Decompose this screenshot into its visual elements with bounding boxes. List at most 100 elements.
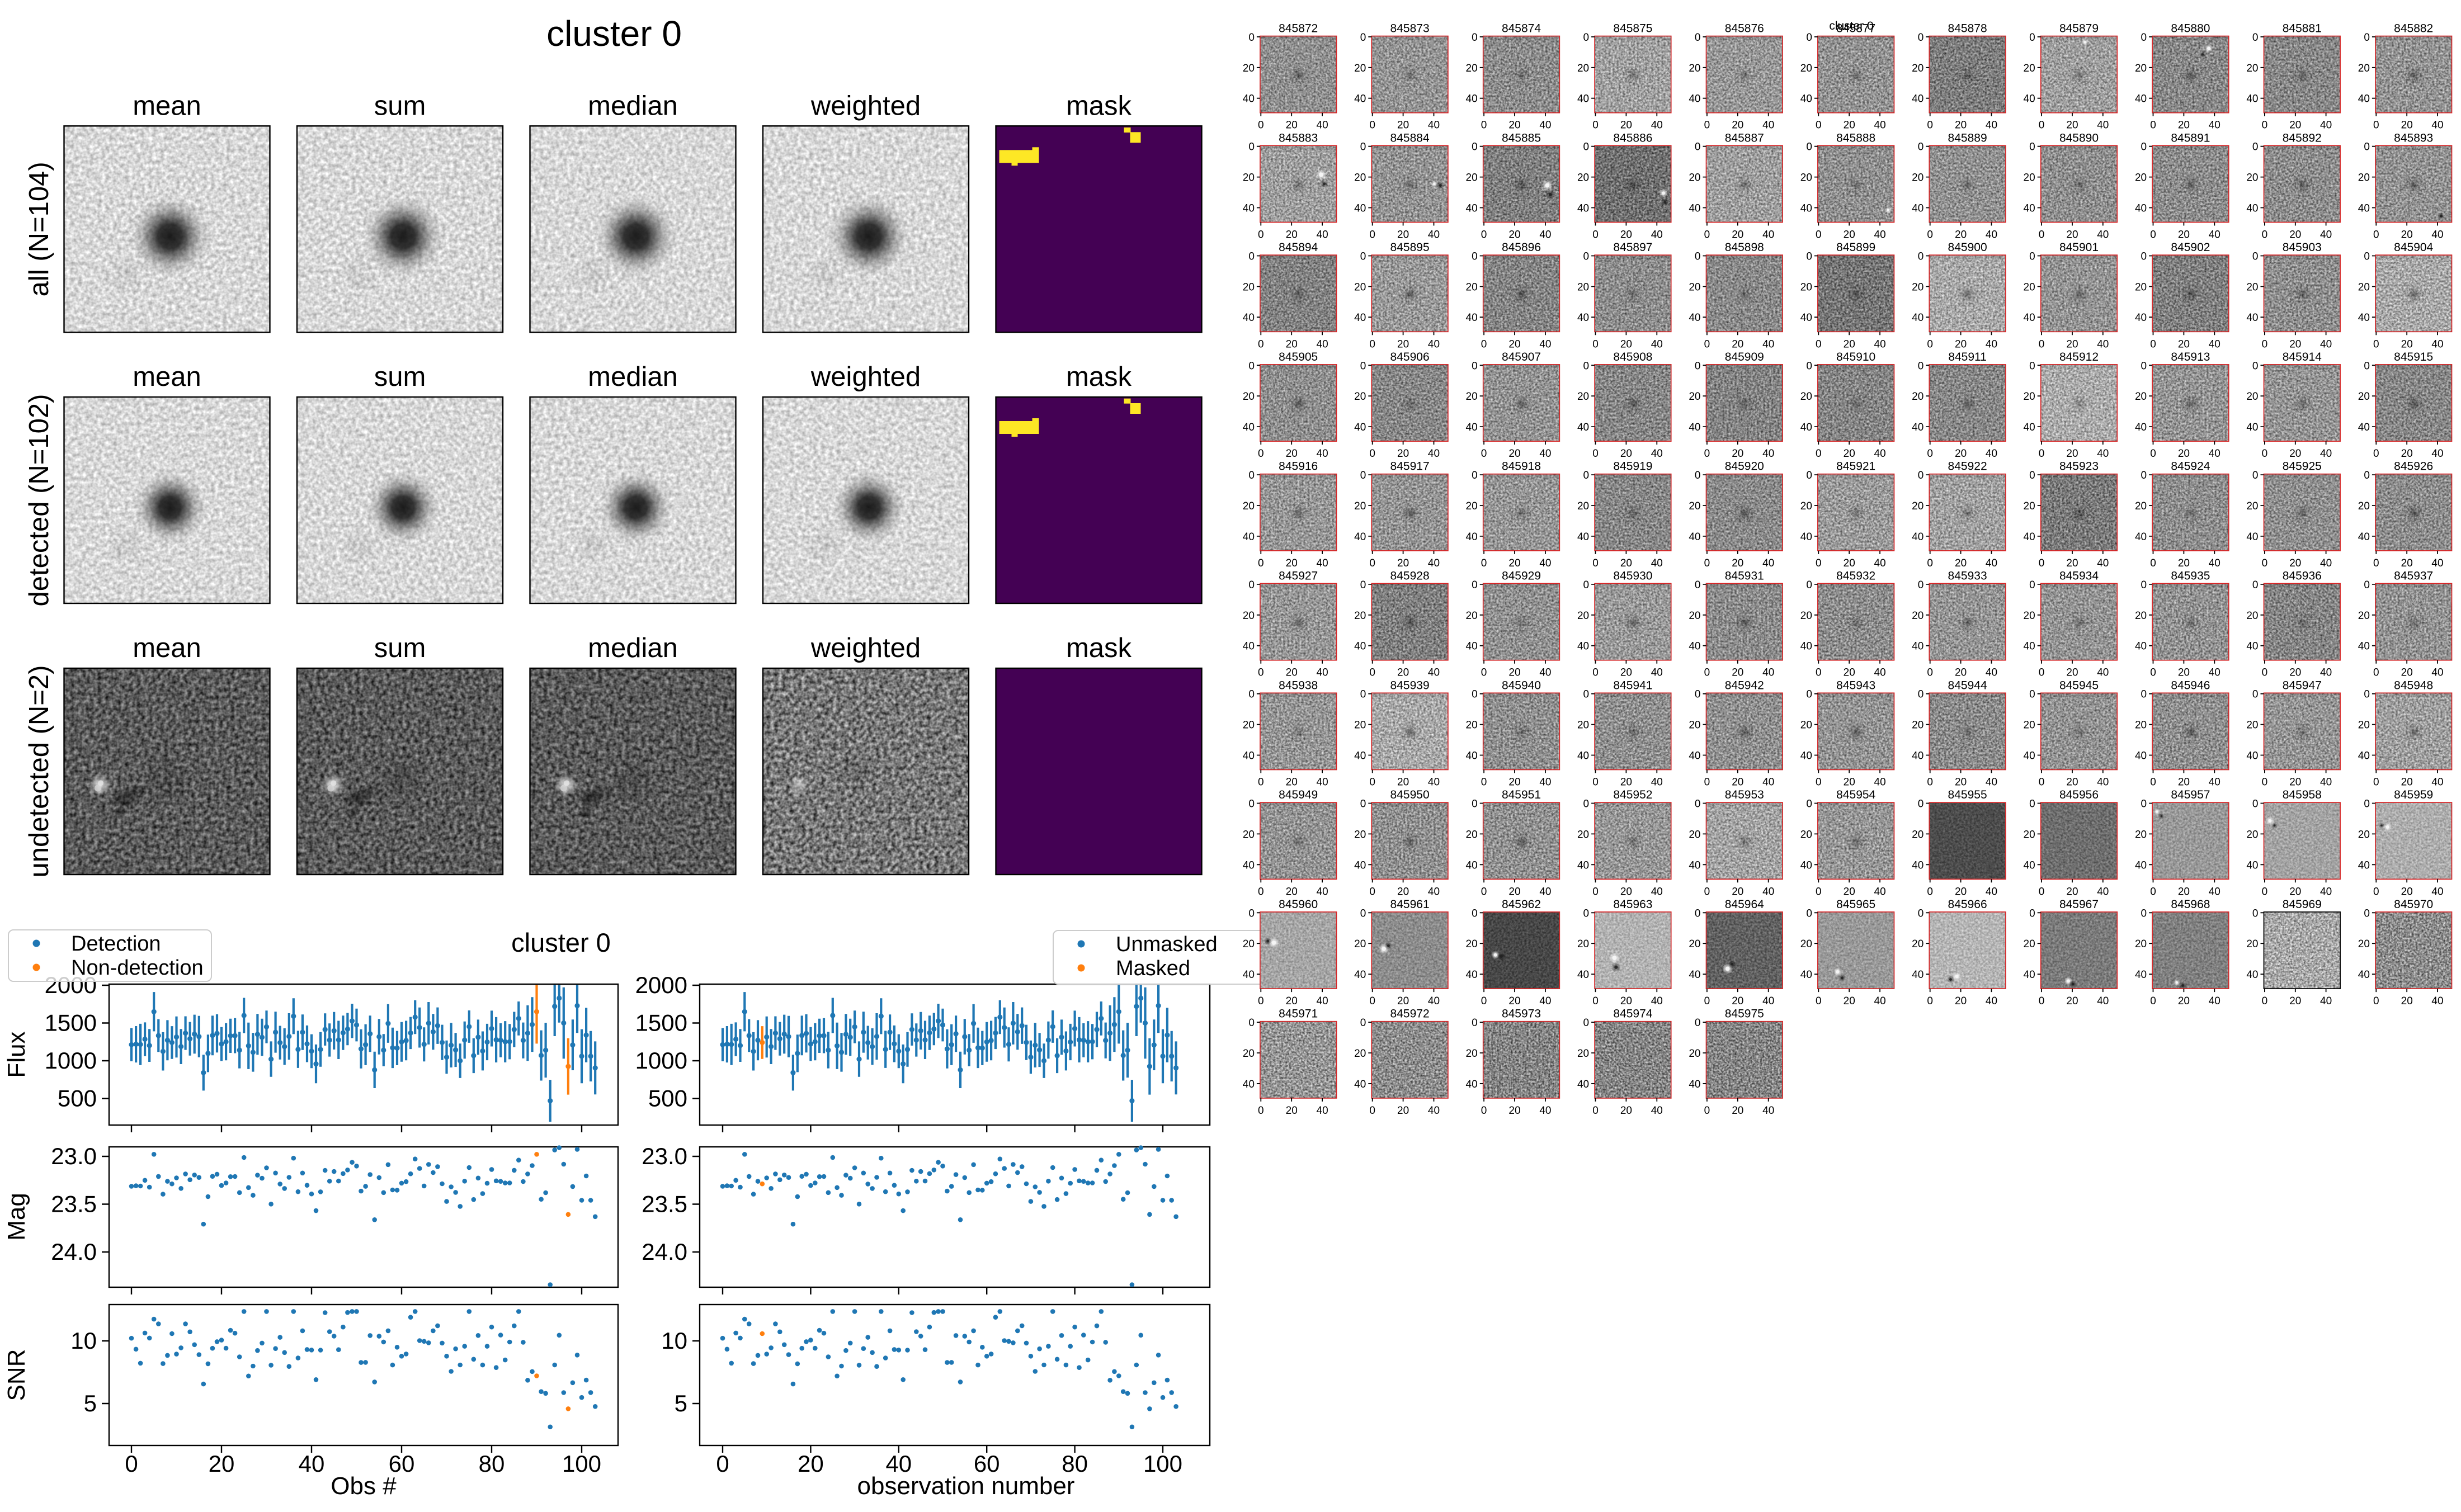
svg-text:40: 40 — [2135, 93, 2147, 105]
svg-text:20: 20 — [1508, 448, 1520, 460]
svg-text:0: 0 — [1472, 579, 1478, 591]
svg-text:20: 20 — [1286, 448, 1298, 460]
svg-text:845965: 845965 — [1836, 898, 1875, 911]
svg-text:20: 20 — [1286, 667, 1298, 679]
svg-text:20: 20 — [1912, 63, 1923, 74]
svg-text:0: 0 — [1704, 448, 1710, 460]
svg-text:40: 40 — [1912, 203, 1923, 215]
svg-text:0: 0 — [716, 1450, 729, 1477]
svg-text:40: 40 — [2135, 422, 2147, 433]
svg-text:20: 20 — [1286, 120, 1298, 131]
svg-text:1000: 1000 — [45, 1047, 97, 1074]
svg-text:40: 40 — [1762, 448, 1774, 460]
svg-text:0: 0 — [1592, 777, 1599, 788]
svg-text:0: 0 — [2150, 448, 2156, 460]
svg-text:20: 20 — [1466, 1048, 1478, 1060]
svg-text:0: 0 — [1816, 777, 1822, 788]
svg-text:0: 0 — [1258, 557, 1264, 569]
svg-text:40: 40 — [1912, 641, 1923, 653]
svg-text:845872: 845872 — [1279, 22, 1318, 35]
svg-text:40: 40 — [2135, 750, 2147, 762]
svg-text:0: 0 — [1816, 229, 1822, 241]
svg-text:40: 40 — [1874, 667, 1886, 679]
svg-text:0: 0 — [2141, 251, 2147, 263]
svg-text:40: 40 — [1317, 667, 1328, 679]
svg-text:845931: 845931 — [1725, 570, 1764, 583]
svg-text:40: 40 — [1428, 1105, 1440, 1117]
svg-text:20: 20 — [1354, 391, 1366, 403]
svg-text:20: 20 — [1577, 938, 1589, 950]
svg-text:20: 20 — [1577, 500, 1589, 512]
svg-text:0: 0 — [1472, 141, 1478, 153]
svg-text:0: 0 — [1592, 667, 1599, 679]
svg-text:20: 20 — [1620, 1105, 1632, 1117]
svg-text:20: 20 — [1354, 1048, 1366, 1060]
svg-text:0: 0 — [2029, 251, 2035, 263]
svg-text:0: 0 — [1369, 667, 1375, 679]
svg-text:845957: 845957 — [2171, 788, 2210, 801]
svg-text:20: 20 — [2246, 720, 2258, 731]
svg-text:20: 20 — [1620, 448, 1632, 460]
svg-text:40: 40 — [2209, 995, 2220, 1007]
svg-text:20: 20 — [1689, 1048, 1700, 1060]
svg-text:845873: 845873 — [1390, 22, 1430, 35]
svg-text:0: 0 — [1360, 798, 1366, 810]
svg-text:40: 40 — [1354, 750, 1366, 762]
svg-text:845929: 845929 — [1502, 570, 1541, 583]
svg-text:20: 20 — [1800, 63, 1812, 74]
svg-text:0: 0 — [1695, 689, 1701, 701]
svg-text:40: 40 — [1800, 859, 1812, 871]
svg-text:40: 40 — [2431, 120, 2443, 131]
svg-text:20: 20 — [1844, 667, 1855, 679]
svg-text:20: 20 — [1397, 667, 1409, 679]
svg-text:20: 20 — [1397, 995, 1409, 1007]
svg-text:845928: 845928 — [1390, 570, 1430, 583]
svg-text:20: 20 — [2066, 338, 2078, 350]
svg-text:40: 40 — [2209, 120, 2220, 131]
svg-text:845971: 845971 — [1279, 1008, 1318, 1020]
svg-text:40: 40 — [1243, 969, 1255, 981]
svg-text:20: 20 — [1844, 557, 1855, 569]
svg-text:40: 40 — [1651, 120, 1663, 131]
svg-text:20: 20 — [1689, 829, 1700, 840]
svg-text:20: 20 — [2358, 391, 2370, 403]
svg-text:40: 40 — [2246, 93, 2258, 105]
svg-text:845974: 845974 — [1613, 1008, 1652, 1020]
svg-text:20: 20 — [1620, 229, 1632, 241]
svg-text:40: 40 — [299, 1450, 325, 1477]
svg-text:845923: 845923 — [2059, 460, 2099, 473]
svg-text:20: 20 — [1844, 120, 1855, 131]
svg-text:40: 40 — [1874, 448, 1886, 460]
svg-text:40: 40 — [1539, 777, 1551, 788]
svg-text:0: 0 — [1816, 448, 1822, 460]
svg-text:845948: 845948 — [2394, 679, 2433, 692]
svg-text:40: 40 — [2358, 641, 2370, 653]
svg-text:40: 40 — [1986, 448, 1997, 460]
svg-text:500: 500 — [648, 1085, 687, 1112]
svg-text:20: 20 — [2066, 886, 2078, 897]
svg-text:40: 40 — [1762, 667, 1774, 679]
svg-text:0: 0 — [1472, 470, 1478, 481]
svg-text:845876: 845876 — [1725, 22, 1764, 35]
svg-text:median: median — [588, 91, 678, 121]
svg-text:0: 0 — [1369, 886, 1375, 897]
svg-text:20: 20 — [1508, 886, 1520, 897]
svg-text:0: 0 — [1360, 1017, 1366, 1029]
svg-text:20: 20 — [1689, 391, 1700, 403]
svg-text:20: 20 — [2135, 720, 2147, 731]
svg-text:0: 0 — [1806, 32, 1812, 44]
svg-text:20: 20 — [1286, 995, 1298, 1007]
svg-text:20: 20 — [1466, 610, 1478, 622]
svg-text:40: 40 — [1317, 338, 1328, 350]
svg-text:40: 40 — [1428, 120, 1440, 131]
svg-text:mean: mean — [133, 633, 201, 663]
svg-text:20: 20 — [2024, 391, 2035, 403]
svg-text:845938: 845938 — [1279, 679, 1318, 692]
svg-text:Obs #: Obs # — [331, 1472, 397, 1500]
svg-text:845963: 845963 — [1613, 898, 1652, 911]
svg-text:845892: 845892 — [2283, 131, 2322, 144]
svg-text:0: 0 — [1248, 689, 1255, 701]
svg-text:40: 40 — [1243, 641, 1255, 653]
svg-text:20: 20 — [2289, 229, 2301, 241]
svg-text:0: 0 — [1583, 1017, 1590, 1029]
